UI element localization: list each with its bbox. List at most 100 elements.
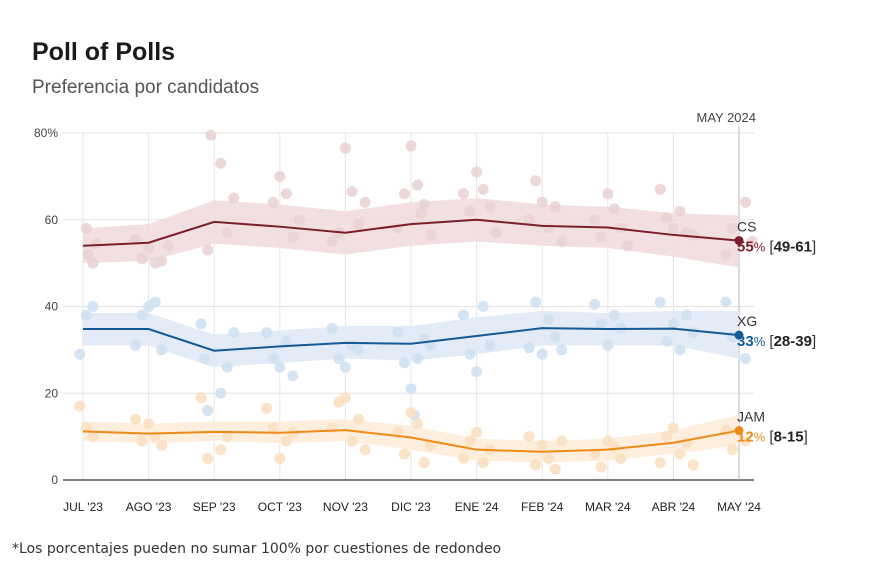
cs-poll-dot [359,196,371,208]
cs-poll-dot [457,188,469,200]
jam-poll-dot [221,431,233,443]
xg-poll-dot [549,331,561,343]
cs-poll-dot [162,240,174,252]
cs-poll-dot [228,192,240,204]
y-tick-label: 40 [45,300,59,314]
xg-poll-dot [326,322,338,334]
xg-poll-dot [398,357,410,369]
xg-poll-dot [405,383,417,395]
footnote: *Los porcentajes pueden no sumar 100% po… [12,541,502,557]
jam-poll-dot [418,457,430,469]
x-tick-label: NOV '23 [323,500,368,514]
cs-poll-dot [293,214,305,226]
cs-poll-dot [726,222,738,234]
jam-poll-dot [654,457,666,469]
jam-current-value: 12% [8-15] [737,429,808,446]
jam-poll-dot [530,459,542,471]
cs-poll-dot [687,229,699,241]
jam-poll-dot [674,448,686,460]
jam-poll-dot [536,439,548,451]
jam-poll-dot [687,459,699,471]
xg-poll-dot [654,296,666,308]
series-end-labels: CS 55% [49-61] XG 33% [28-39] JAM 12% [8-15] [737,219,816,446]
xg-poll-dot [339,361,351,373]
cs-poll-dot [205,129,217,141]
cs-poll-dot [595,231,607,243]
xg-poll-dot [280,335,292,347]
xg-poll-dot [484,340,496,352]
jam-poll-dot [457,452,469,464]
cs-poll-dot [661,212,673,224]
axis-labels: 80% 60 40 20 0 JUL '23 AGO '23 SEP '23 OCT '23 NO… [34,110,761,514]
cs-poll-dot [287,231,299,243]
xg-poll-dot [464,348,476,360]
cs-poll-dot [543,222,555,234]
jam-poll-dot [359,444,371,456]
xg-poll-dot [149,296,161,308]
xg-poll-dot [412,353,424,365]
xg-poll-dot [129,340,141,352]
xg-confidence-band [83,310,739,368]
xg-current-value: 33% [28-39] [737,333,816,350]
jam-poll-dot [615,452,627,464]
jam-poll-dot [326,422,338,434]
cs-poll-dot [477,183,489,195]
x-tick-label: AGO '23 [126,500,172,514]
xg-poll-dot [589,298,601,310]
xg-poll-dot [156,344,168,356]
x-tick-label: JUL '23 [63,500,103,514]
cs-poll-dot [129,233,141,245]
jam-poll-dot [143,418,155,430]
cs-poll-dot [484,201,496,213]
cs-poll-dot [464,205,476,217]
xg-poll-dot [215,387,227,399]
jam-series-name: JAM [737,409,765,425]
xg-poll-dot [202,405,214,417]
cs-poll-dot [215,157,227,169]
chart-title: Poll of Polls [32,38,176,66]
y-tick-label: 60 [45,213,59,227]
xg-poll-dot [556,344,568,356]
jam-poll-dot [726,444,738,456]
jam-poll-dot [74,400,86,412]
xg-poll-dot [274,361,286,373]
xg-poll-dot [80,309,92,321]
cs-poll-dot [202,244,214,256]
jam-poll-dot [412,418,424,430]
jam-poll-dot [274,452,286,464]
jam-poll-dot [346,435,358,447]
xg-poll-dot [661,335,673,347]
jam-current-point [734,426,744,436]
cs-poll-dot [87,257,99,269]
cs-current-point [734,236,744,246]
cs-poll-dot [654,183,666,195]
jam-poll-dot [549,463,561,475]
x-tick-label: MAY '24 [717,500,761,514]
xg-poll-dot [198,353,210,365]
jam-poll-dot [261,402,273,414]
cs-poll-dot [536,196,548,208]
jam-poll-dot [464,435,476,447]
cs-poll-dot [471,166,483,178]
cs-poll-dot [412,179,424,191]
xg-poll-dot [608,309,620,321]
xg-poll-dot [530,296,542,308]
x-tick-label: OCT '23 [258,500,302,514]
xg-poll-dot [353,344,365,356]
x-tick-label: SEP '23 [193,500,236,514]
cs-poll-dot [90,238,102,250]
jam-poll-dot [471,426,483,438]
xg-poll-dot [267,353,279,365]
cs-poll-dot [549,201,561,213]
xg-poll-dot [523,342,535,354]
xg-poll-dot [681,309,693,321]
cs-poll-dot [339,142,351,154]
cs-poll-dot [80,222,92,234]
jam-poll-dot [595,461,607,473]
cs-current-value: 55% [49-61] [737,239,816,256]
cs-poll-dot [346,186,358,198]
cs-poll-dot [602,188,614,200]
cs-poll-dot [143,242,155,254]
jam-poll-dot [477,457,489,469]
